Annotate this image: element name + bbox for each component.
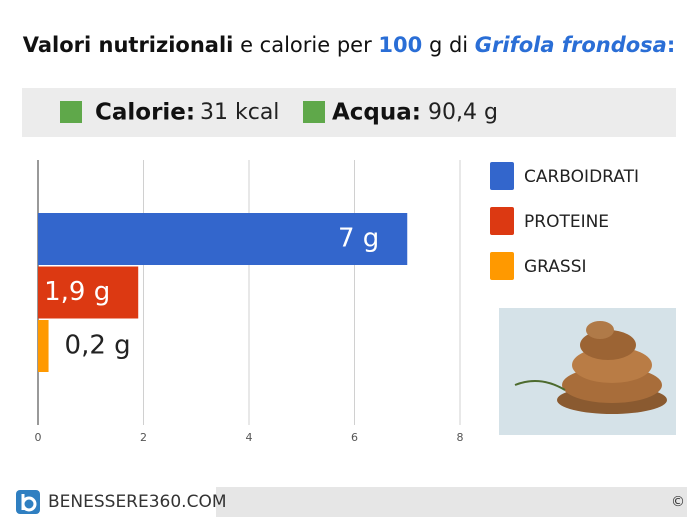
legend-label: CARBOIDRATI: [524, 167, 639, 187]
info-bar: [22, 88, 676, 137]
title-part: g di: [429, 33, 468, 57]
info-value: 90,4 g: [428, 100, 498, 125]
x-tick-label: 4: [246, 431, 253, 444]
x-tick-label: 8: [457, 431, 464, 444]
bar: [38, 320, 49, 372]
value-label: 0,2 g: [65, 331, 131, 361]
chart: 0 2 4 6 8 7 g 1,9 g 0,2 g CARBOIDRATI PROTEINE GRA…: [35, 160, 639, 444]
info-square: [303, 101, 325, 123]
footer-brand: BENESSERE360.COM: [48, 492, 227, 512]
title-part: 100: [378, 33, 422, 57]
info-label: Acqua:: [332, 100, 421, 126]
legend-label: PROTEINE: [524, 212, 609, 232]
x-tick-label: 2: [140, 431, 147, 444]
mushroom-part: [586, 321, 614, 339]
title-part: :: [667, 33, 675, 57]
title-part: Valori nutrizionali: [23, 33, 234, 57]
bar: [38, 266, 139, 319]
footer-brand-box: [12, 487, 216, 517]
x-tick-label: 6: [351, 431, 358, 444]
legend-label: GRASSI: [524, 257, 587, 277]
title-part: Grifola frondosa: [475, 33, 667, 57]
mushroom-leaf: [514, 380, 566, 391]
value-label: 1,9 g: [44, 277, 110, 307]
bar: [38, 213, 408, 265]
title-part: e calorie per: [240, 33, 372, 57]
info-label: Calorie:: [95, 100, 195, 126]
mushroom-image: [499, 308, 676, 435]
x-tick-label: 0: [35, 431, 42, 444]
title: Valori nutrizionali e calorie per 100 g …: [23, 33, 676, 57]
legend-swatch: [490, 162, 514, 190]
copyright: ©: [671, 494, 685, 510]
info-value: 31 kcal: [200, 100, 279, 125]
legend-swatch: [490, 252, 514, 280]
value-label: 7 g: [338, 224, 379, 254]
info-square: [60, 101, 82, 123]
legend-swatch: [490, 207, 514, 235]
